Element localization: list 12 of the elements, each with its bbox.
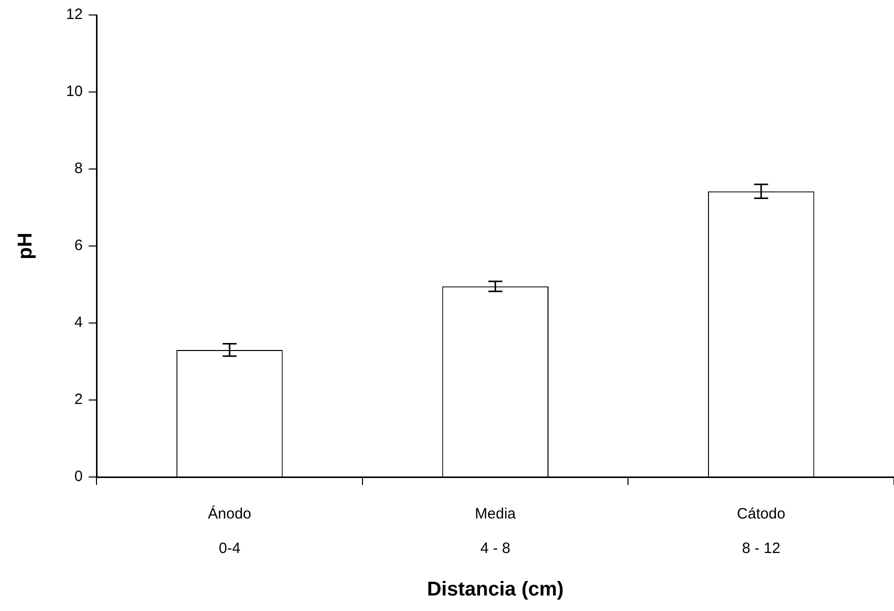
x-tick-label: Media 4 - 8	[474, 505, 516, 557]
x-axis-title: Distancia (cm)	[426, 578, 564, 601]
y-axis-title: pH	[14, 232, 37, 260]
y-tick-label: 4	[74, 314, 83, 332]
y-tick-label: 8	[74, 160, 83, 178]
x-tick-label: Ánodo 0-4	[208, 504, 252, 557]
y-tick-label: 6	[74, 237, 83, 254]
y-tick-label: 10	[66, 83, 83, 100]
y-tick-label: 2	[74, 391, 83, 408]
y-tick-label: 0	[74, 468, 83, 486]
y-tick-label: 12	[66, 6, 83, 24]
x-tick-label: Cátodo 8 - 12	[736, 505, 786, 557]
